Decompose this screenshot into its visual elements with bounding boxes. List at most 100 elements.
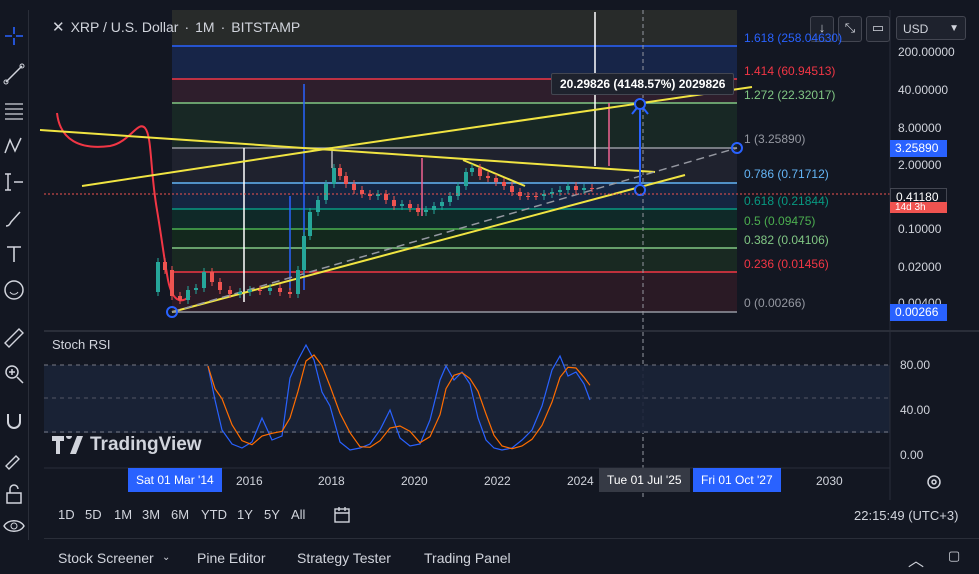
symbol-name: XRP / U.S. Dollar [70,19,179,35]
fullscreen-icon[interactable]: ▭ [866,16,890,42]
currency-select[interactable]: USD ▼ [896,16,966,40]
trendline-icon[interactable] [2,62,26,86]
zoom-in-icon[interactable] [2,362,26,386]
candle-body [456,186,460,196]
candle-body [408,204,412,208]
legend-separator-2: · [220,19,226,35]
period-5y[interactable]: 5Y [264,507,280,522]
price-tick: 0.10000 [898,222,942,236]
rsi-tick: 40.00 [900,403,931,417]
candle-body [302,236,306,270]
fib-label-1414: 1.414 (60.94513) [744,64,836,78]
text-icon[interactable] [2,242,26,266]
candle-body [582,188,586,190]
period-1m[interactable]: 1M [114,507,133,522]
candle-body [268,288,272,291]
candle-body [186,290,190,300]
candle-body [478,168,482,176]
legend-separator: · [184,19,190,35]
candle-body [464,172,468,186]
lock-draw-icon[interactable] [2,446,26,470]
collapse-icon[interactable]: ⤡ [838,16,862,42]
fib-label-0786: 0.786 (0.71712) [744,167,829,181]
tab-strategy-tester[interactable]: Strategy Tester [297,550,391,566]
period-ytd[interactable]: YTD [201,507,227,522]
magnet-icon[interactable] [2,410,26,434]
candle-body [163,262,167,270]
candle-body [590,188,594,189]
ruler-icon[interactable] [2,326,26,350]
prediction-icon[interactable] [2,170,26,194]
period-all[interactable]: All [291,507,306,522]
chevron-down-icon: ▼ [949,23,959,34]
eye-icon[interactable] [2,514,26,538]
candle-body [352,184,356,190]
fib-label-1: 1 (3.25890) [744,132,806,146]
interval-label: 1M [195,19,215,35]
brush-icon[interactable] [2,206,26,230]
time-tick: 2030 [816,474,843,488]
lock-icon[interactable] [2,482,26,506]
emoji-icon[interactable] [2,278,26,302]
chevron-up-icon[interactable]: ︿ [908,553,925,570]
date-range-icon[interactable] [332,505,352,525]
close-icon[interactable]: ✕ [52,19,65,36]
period-1y[interactable]: 1Y [237,507,253,522]
candle-body [400,204,404,206]
chevron-down-icon[interactable]: ⌄ [162,552,171,563]
pattern-icon[interactable] [2,134,26,158]
candle-body [360,190,364,194]
time-tick: 2022 [484,474,511,488]
tab-pine-editor[interactable]: Pine Editor [197,550,266,566]
candle-body [392,200,396,206]
watermark-text: TradingView [90,434,202,455]
candle-body [416,208,420,212]
currency-value: USD [903,22,929,36]
maximize-icon[interactable]: ▢ [948,548,961,563]
bottom-panel-tabs: Stock Screener ⌄ Pine Editor Strategy Te… [44,538,979,574]
period-6m[interactable]: 6M [171,507,190,522]
candle-body [218,282,222,290]
candle-body [278,288,282,292]
candle-body [344,176,348,184]
drawing-toolbar [0,10,29,540]
candle-body [424,210,428,212]
crosshair-icon[interactable] [2,24,26,48]
fib-label-0382: 0.382 (0.04106) [744,233,829,247]
tab-stock-screener[interactable]: Stock Screener [58,550,154,566]
scroll-down-icon[interactable]: ↓ [810,16,834,42]
time-tick: 2020 [401,474,428,488]
candle-body [258,290,262,291]
candle-body [332,168,336,184]
candle-body [324,184,328,200]
candle-body [432,206,436,210]
gear-icon[interactable] [924,472,944,492]
period-1d[interactable]: 1D [58,507,75,522]
tradingview-watermark: TradingView [52,434,202,456]
period-3m[interactable]: 3M [142,507,161,522]
candle-body [566,186,570,190]
tab-trading-panel[interactable]: Trading Panel [424,550,511,566]
candle-body [534,196,538,197]
fib-top-price-badge: 3.25890 [890,140,947,157]
price-tick: 0.02000 [898,260,942,274]
period-5d[interactable]: 5D [85,507,102,522]
measure-tooltip: 20.29826 (4148.57%) 2029826 [551,73,735,95]
countdown-badge: 14d 3h [890,202,947,213]
candle-body [486,176,490,178]
candle-body [558,190,562,192]
stoch-rsi-title[interactable]: Stoch RSI [52,337,111,352]
symbol-legend[interactable]: ✕ XRP / U.S. Dollar · 1M · BITSTAMP [52,18,300,36]
candle-body [368,194,372,196]
candle-body [440,202,444,206]
price-tick: 2.00000 [898,158,942,172]
clock-timezone[interactable]: 22:15:49 (UTC+3) [854,508,959,523]
fib-label-05: 0.5 (0.09475) [744,214,816,228]
fib-retracement-icon[interactable] [2,98,26,122]
tradingview-logo-icon [52,436,83,454]
candle-body [384,194,388,200]
price-tick: 8.00000 [898,121,942,135]
price-candles [156,164,594,304]
price-tick: 200.00000 [898,45,955,59]
